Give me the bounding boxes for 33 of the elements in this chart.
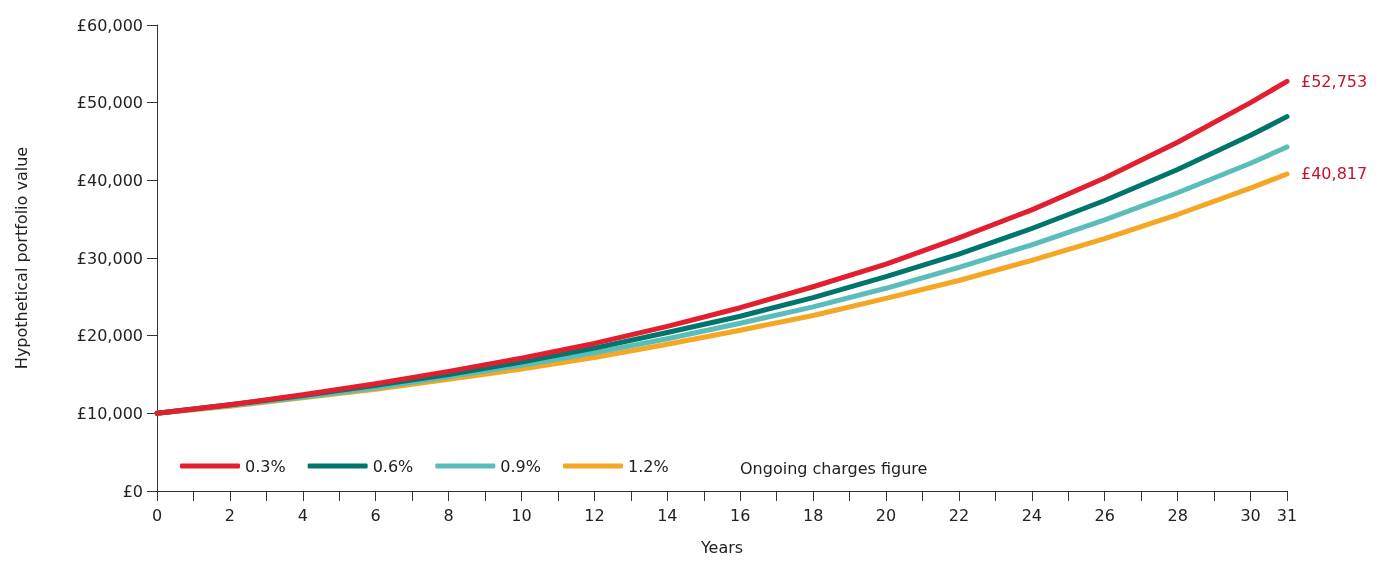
x-tick-label: 4 [297, 505, 308, 525]
x-tick-label: 6 [370, 505, 381, 525]
x-tick-label: 8 [443, 505, 454, 525]
x-tick-label: 31 [1276, 505, 1298, 525]
x-tick-label: 28 [1167, 505, 1188, 525]
x-tick-label: 30 [1240, 505, 1261, 525]
x-tick-label: 26 [1094, 505, 1115, 525]
y-tick-label: £50,000 [76, 93, 143, 113]
legend-label: 1.2% [627, 456, 669, 476]
y-tick-label: £40,000 [76, 170, 143, 190]
x-tick-label: 12 [584, 505, 605, 525]
x-tick-label: 2 [224, 505, 235, 525]
x-tick-label: 24 [1021, 505, 1043, 525]
x-tick-label: 20 [875, 505, 897, 525]
annotation: £40,817 [1301, 164, 1368, 184]
legend-title: Ongoing charges figure [740, 458, 928, 478]
legend-label: 0.3% [245, 456, 286, 476]
x-tick-label: 18 [802, 505, 824, 525]
y-axis-title: Hypothetical portfolio value [11, 146, 31, 370]
x-tick-label: 10 [511, 505, 532, 525]
y-tick-label: £60,000 [76, 15, 143, 35]
y-tick-label: £0 [122, 481, 143, 501]
legend-label: 0.9% [500, 456, 541, 476]
annotation: £52,753 [1301, 71, 1368, 91]
x-tick-label: 14 [657, 505, 678, 525]
x-tick-label: 0 [151, 505, 163, 525]
y-tick-label: £30,000 [76, 248, 143, 268]
y-tick-label: £10,000 [76, 403, 143, 423]
x-axis-title: Years [699, 537, 744, 557]
x-tick-label: 22 [948, 505, 970, 525]
legend-label: 0.6% [372, 456, 414, 476]
x-tick-label: 16 [730, 505, 751, 525]
y-tick-label: £20,000 [76, 326, 143, 346]
